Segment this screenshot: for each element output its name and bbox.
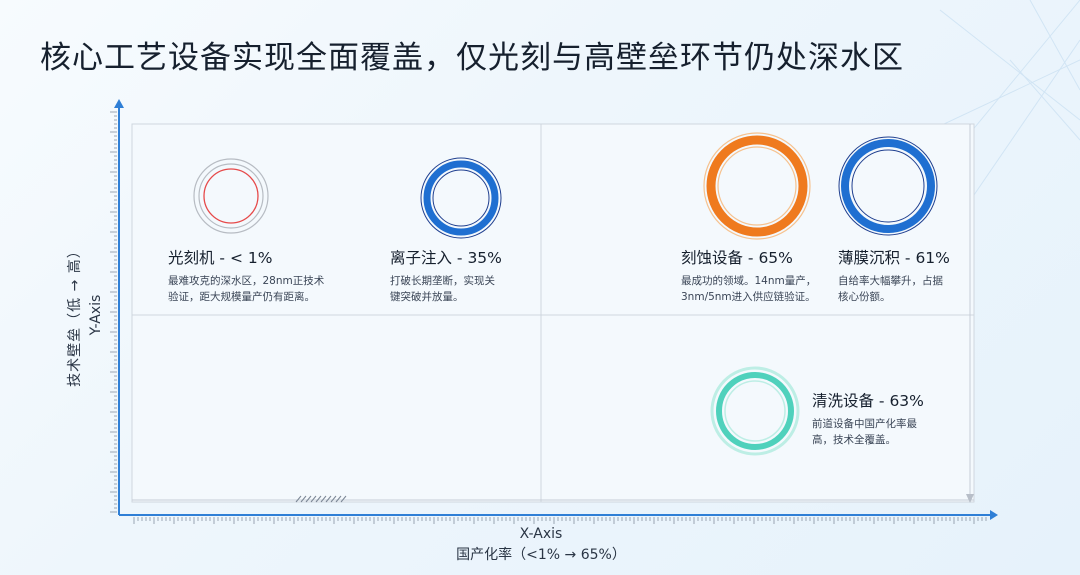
ring-main [423, 160, 499, 236]
ring-main [716, 372, 794, 450]
hatch-mark [305, 495, 312, 503]
point-description: 自给率大幅攀升，占据 核心份额。 [838, 275, 943, 303]
ring-outer [420, 157, 502, 239]
ring-outer [838, 136, 938, 236]
ring-main [706, 135, 808, 237]
x-axis-arrow [990, 510, 998, 520]
x-axis-name: X-Axis [519, 526, 563, 542]
ring-outer [703, 132, 811, 240]
y-axis-caption: 技术壁垒（低 → 高） [67, 243, 83, 387]
ring-outer [193, 158, 269, 234]
page-title: 核心工艺设备实现全面覆盖，仅光刻与高壁垒环节仍处深水区 [40, 40, 904, 76]
y-axis-arrow [114, 99, 124, 108]
data-point [838, 136, 938, 236]
data-point [710, 366, 800, 456]
x-axis-ticks [133, 517, 987, 524]
x-axis-label: X-Axis 国产化率（<1% → 65%） [456, 526, 626, 564]
hatch-mark [335, 495, 342, 503]
y-axis-label: 技术壁垒（低 → 高） Y-Axis [64, 243, 104, 387]
plot-panel [132, 124, 974, 502]
point-card-etch: 刻蚀设备 - 65% 最成功的领域。14nm量产， 3nm/5nm进入供应链验证… [681, 246, 816, 305]
point-label: 清洗设备 - 63% [812, 392, 924, 410]
point-description: 打破长期垄断，实现关 键突破并放量。 [390, 275, 495, 303]
hatch-mark [325, 495, 332, 503]
point-card-lithography: 光刻机 - < 1% 最难攻克的深水区，28nm正技术 验证，距大规模量产仍有距… [168, 246, 324, 305]
point-description: 最难攻克的深水区，28nm正技术 验证，距大规模量产仍有距离。 [168, 275, 325, 303]
hatch-mark [300, 495, 307, 503]
point-rings [193, 132, 938, 456]
x-axis-caption: 国产化率（<1% → 65%） [456, 547, 626, 563]
ring-inner [724, 380, 786, 442]
data-point [420, 157, 502, 239]
point-card-ion-implant: 离子注入 - 35% 打破长期垄断，实现关 键突破并放量。 [390, 246, 502, 305]
ring-inner [203, 168, 259, 224]
hatch-mark [330, 495, 337, 503]
point-description: 前道设备中国产化率最 高，技术全覆盖。 [812, 418, 917, 446]
hatch-mark [340, 495, 347, 503]
ring-inner [851, 149, 925, 223]
point-label: 薄膜沉积 - 61% [838, 249, 950, 267]
point-label: 刻蚀设备 - 65% [681, 249, 793, 267]
quadrant-frame [131, 123, 975, 503]
data-point [193, 158, 269, 234]
point-label: 光刻机 - < 1% [168, 249, 273, 267]
hatch-mark [295, 495, 302, 503]
ring-inner [432, 169, 490, 227]
point-card-deposition: 薄膜沉积 - 61% 自给率大幅攀升，占据 核心份额。 [838, 246, 950, 305]
point-card-cleaning: 清洗设备 - 63% 前道设备中国产化率最 高，技术全覆盖。 [812, 389, 924, 448]
hatch-mark [320, 495, 327, 503]
hatch-marks [295, 495, 347, 503]
ring-outer [710, 366, 800, 456]
point-description: 最成功的领域。14nm量产， 3nm/5nm进入供应链验证。 [681, 275, 817, 303]
ring-middle [198, 163, 264, 229]
point-label: 离子注入 - 35% [390, 249, 502, 267]
ring-main [841, 139, 935, 233]
data-point [703, 132, 811, 240]
y-axis-ticks [110, 111, 117, 513]
hatch-mark [310, 495, 317, 503]
y-axis-name: Y-Axis [88, 294, 104, 336]
ring-inner [717, 146, 797, 226]
inner-guide-arrow [966, 494, 974, 503]
hatch-mark [315, 495, 322, 503]
